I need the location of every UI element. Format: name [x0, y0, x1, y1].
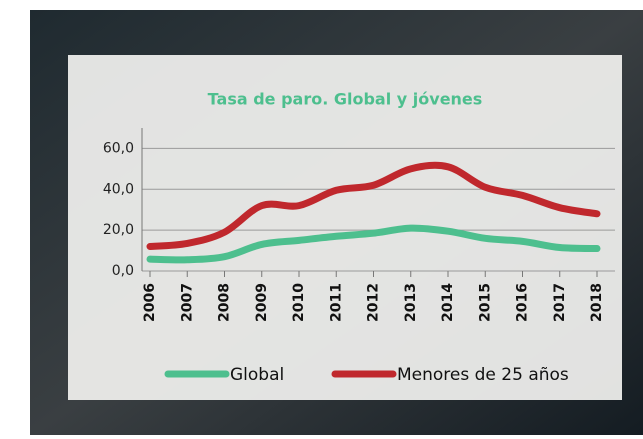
x-tick-label: 2008	[217, 283, 233, 322]
x-tick-label: 2018	[589, 283, 605, 322]
x-tick-label: 2017	[552, 283, 568, 322]
x-tick-label: 2014	[440, 283, 456, 322]
chart-title: Tasa de paro. Global y jóvenes	[208, 90, 483, 109]
y-tick-label: 0,0	[112, 263, 134, 279]
x-tick-label: 2010	[291, 283, 307, 322]
x-tick-label: 2015	[477, 283, 493, 322]
legend-label: Menores de 25 años	[397, 365, 569, 385]
y-tick-label: 60,0	[103, 140, 134, 156]
x-tick-label: 2007	[179, 283, 195, 322]
x-tick-label: 2009	[254, 283, 270, 322]
y-tick-label: 20,0	[103, 222, 134, 238]
screenshot: Tasa de paro. Global y jóvenes 0,0 20,0 40…	[0, 0, 643, 435]
legend-label: Global	[230, 365, 284, 385]
page: {"chart_data": {"type": "line", "title":…	[0, 0, 643, 435]
x-tick-label: 2013	[403, 283, 419, 322]
y-tick-label: 40,0	[103, 181, 134, 197]
x-tick-label: 2012	[366, 283, 382, 322]
x-tick-label: 2016	[515, 283, 531, 322]
x-tick-label: 2011	[328, 283, 344, 322]
x-tick-label: 2006	[142, 283, 158, 322]
